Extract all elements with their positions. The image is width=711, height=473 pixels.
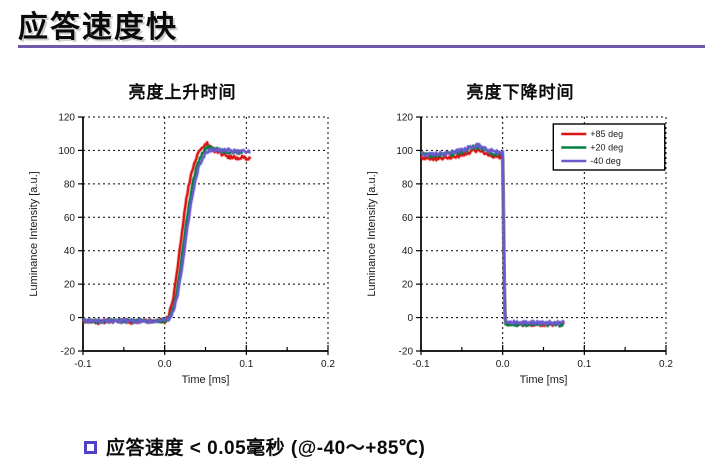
series-halo-1: [419, 143, 565, 328]
y-tick-label: 100: [396, 146, 413, 157]
y-tick-label: 60: [64, 213, 76, 224]
ticks: [416, 116, 667, 355]
x-tick-label: 0.0: [496, 359, 510, 370]
x-axis-label: Time [ms]: [182, 374, 230, 386]
series-line-0: [82, 141, 252, 325]
ticks: [78, 116, 329, 355]
title-underline: [18, 45, 705, 48]
x-axis-label: Time [ms]: [520, 374, 568, 386]
x-tick-label: 0.2: [321, 359, 335, 370]
series-halo-2: [82, 146, 252, 325]
legend-label: +20 deg: [590, 143, 623, 153]
series-line-1: [420, 144, 565, 328]
series-halo-1: [82, 144, 244, 325]
legend-item: +20 deg: [561, 143, 623, 153]
bullet-text: 应答速度 < 0.05毫秒 (@-40～+85℃): [106, 438, 426, 459]
y-tick-label: 20: [402, 280, 414, 291]
y-tick-label: 40: [64, 246, 76, 257]
y-tick-label: 20: [64, 280, 76, 291]
y-tick-label: 80: [402, 179, 414, 190]
y-tick-label: -20: [61, 347, 76, 358]
y-tick-label: -20: [399, 347, 414, 358]
series-line-2: [420, 142, 565, 326]
y-tick-label: 80: [64, 179, 76, 190]
rise-time-chart: 亮度上升时间 -20 0 20 40 60 80 100 120 -0.1 0.0 0.1 0.2 Ti…: [25, 78, 343, 397]
fall-chart-title: 亮度下降时间: [466, 83, 575, 102]
y-axis-label: Luminance Intensity [a.u.]: [28, 171, 40, 296]
series-halo-0: [419, 147, 566, 328]
x-tick-label: -0.1: [412, 359, 430, 370]
legend: +85 deg +20 deg -40 deg: [552, 123, 666, 171]
bullet-row: 应答速度 < 0.05毫秒 (@-40～+85℃): [84, 433, 425, 460]
rise-chart-title: 亮度上升时间: [128, 83, 237, 102]
y-tick-label: 0: [69, 313, 75, 324]
series-line-1: [82, 144, 244, 324]
x-tick-label: 0.2: [659, 359, 673, 370]
y-tick-label: 60: [402, 213, 414, 224]
y-tick-label: 0: [407, 313, 413, 324]
rise-chart-canvas: -20 0 20 40 60 80 100 120 -0.1 0.0 0.1 0.2 Time [ms]…: [28, 113, 335, 387]
x-tick-label: 0.1: [577, 359, 591, 370]
series-halo-0: [81, 140, 252, 326]
x-tick-label: 0.1: [239, 359, 253, 370]
legend-label: -40 deg: [590, 156, 621, 166]
series-halo-2: [420, 142, 566, 327]
series-line-2: [82, 147, 251, 324]
gridlines: [83, 116, 329, 351]
y-tick-label: 100: [58, 146, 75, 157]
series-line-0: [420, 147, 565, 327]
slide-title: 应答速度快: [18, 11, 178, 44]
y-tick-label: 120: [396, 113, 413, 124]
fall-time-chart: 亮度下降时间 -20 0 20 40 60 80 100 120 -0.1 0.0 0.1 0.2 Ti…: [363, 78, 681, 397]
legend-item: -40 deg: [561, 156, 621, 166]
x-tick-label: -0.1: [74, 359, 92, 370]
y-tick-label: 120: [58, 113, 75, 124]
legend-label: +85 deg: [590, 129, 623, 139]
bullet-square-icon: [84, 441, 97, 454]
legend-item: +85 deg: [561, 129, 623, 139]
y-axis-label: Luminance Intensity [a.u.]: [366, 171, 378, 296]
y-tick-label: 40: [402, 246, 414, 257]
fall-chart-canvas: -20 0 20 40 60 80 100 120 -0.1 0.0 0.1 0.2 Time [ms]…: [366, 113, 673, 387]
x-tick-label: 0.0: [158, 359, 172, 370]
